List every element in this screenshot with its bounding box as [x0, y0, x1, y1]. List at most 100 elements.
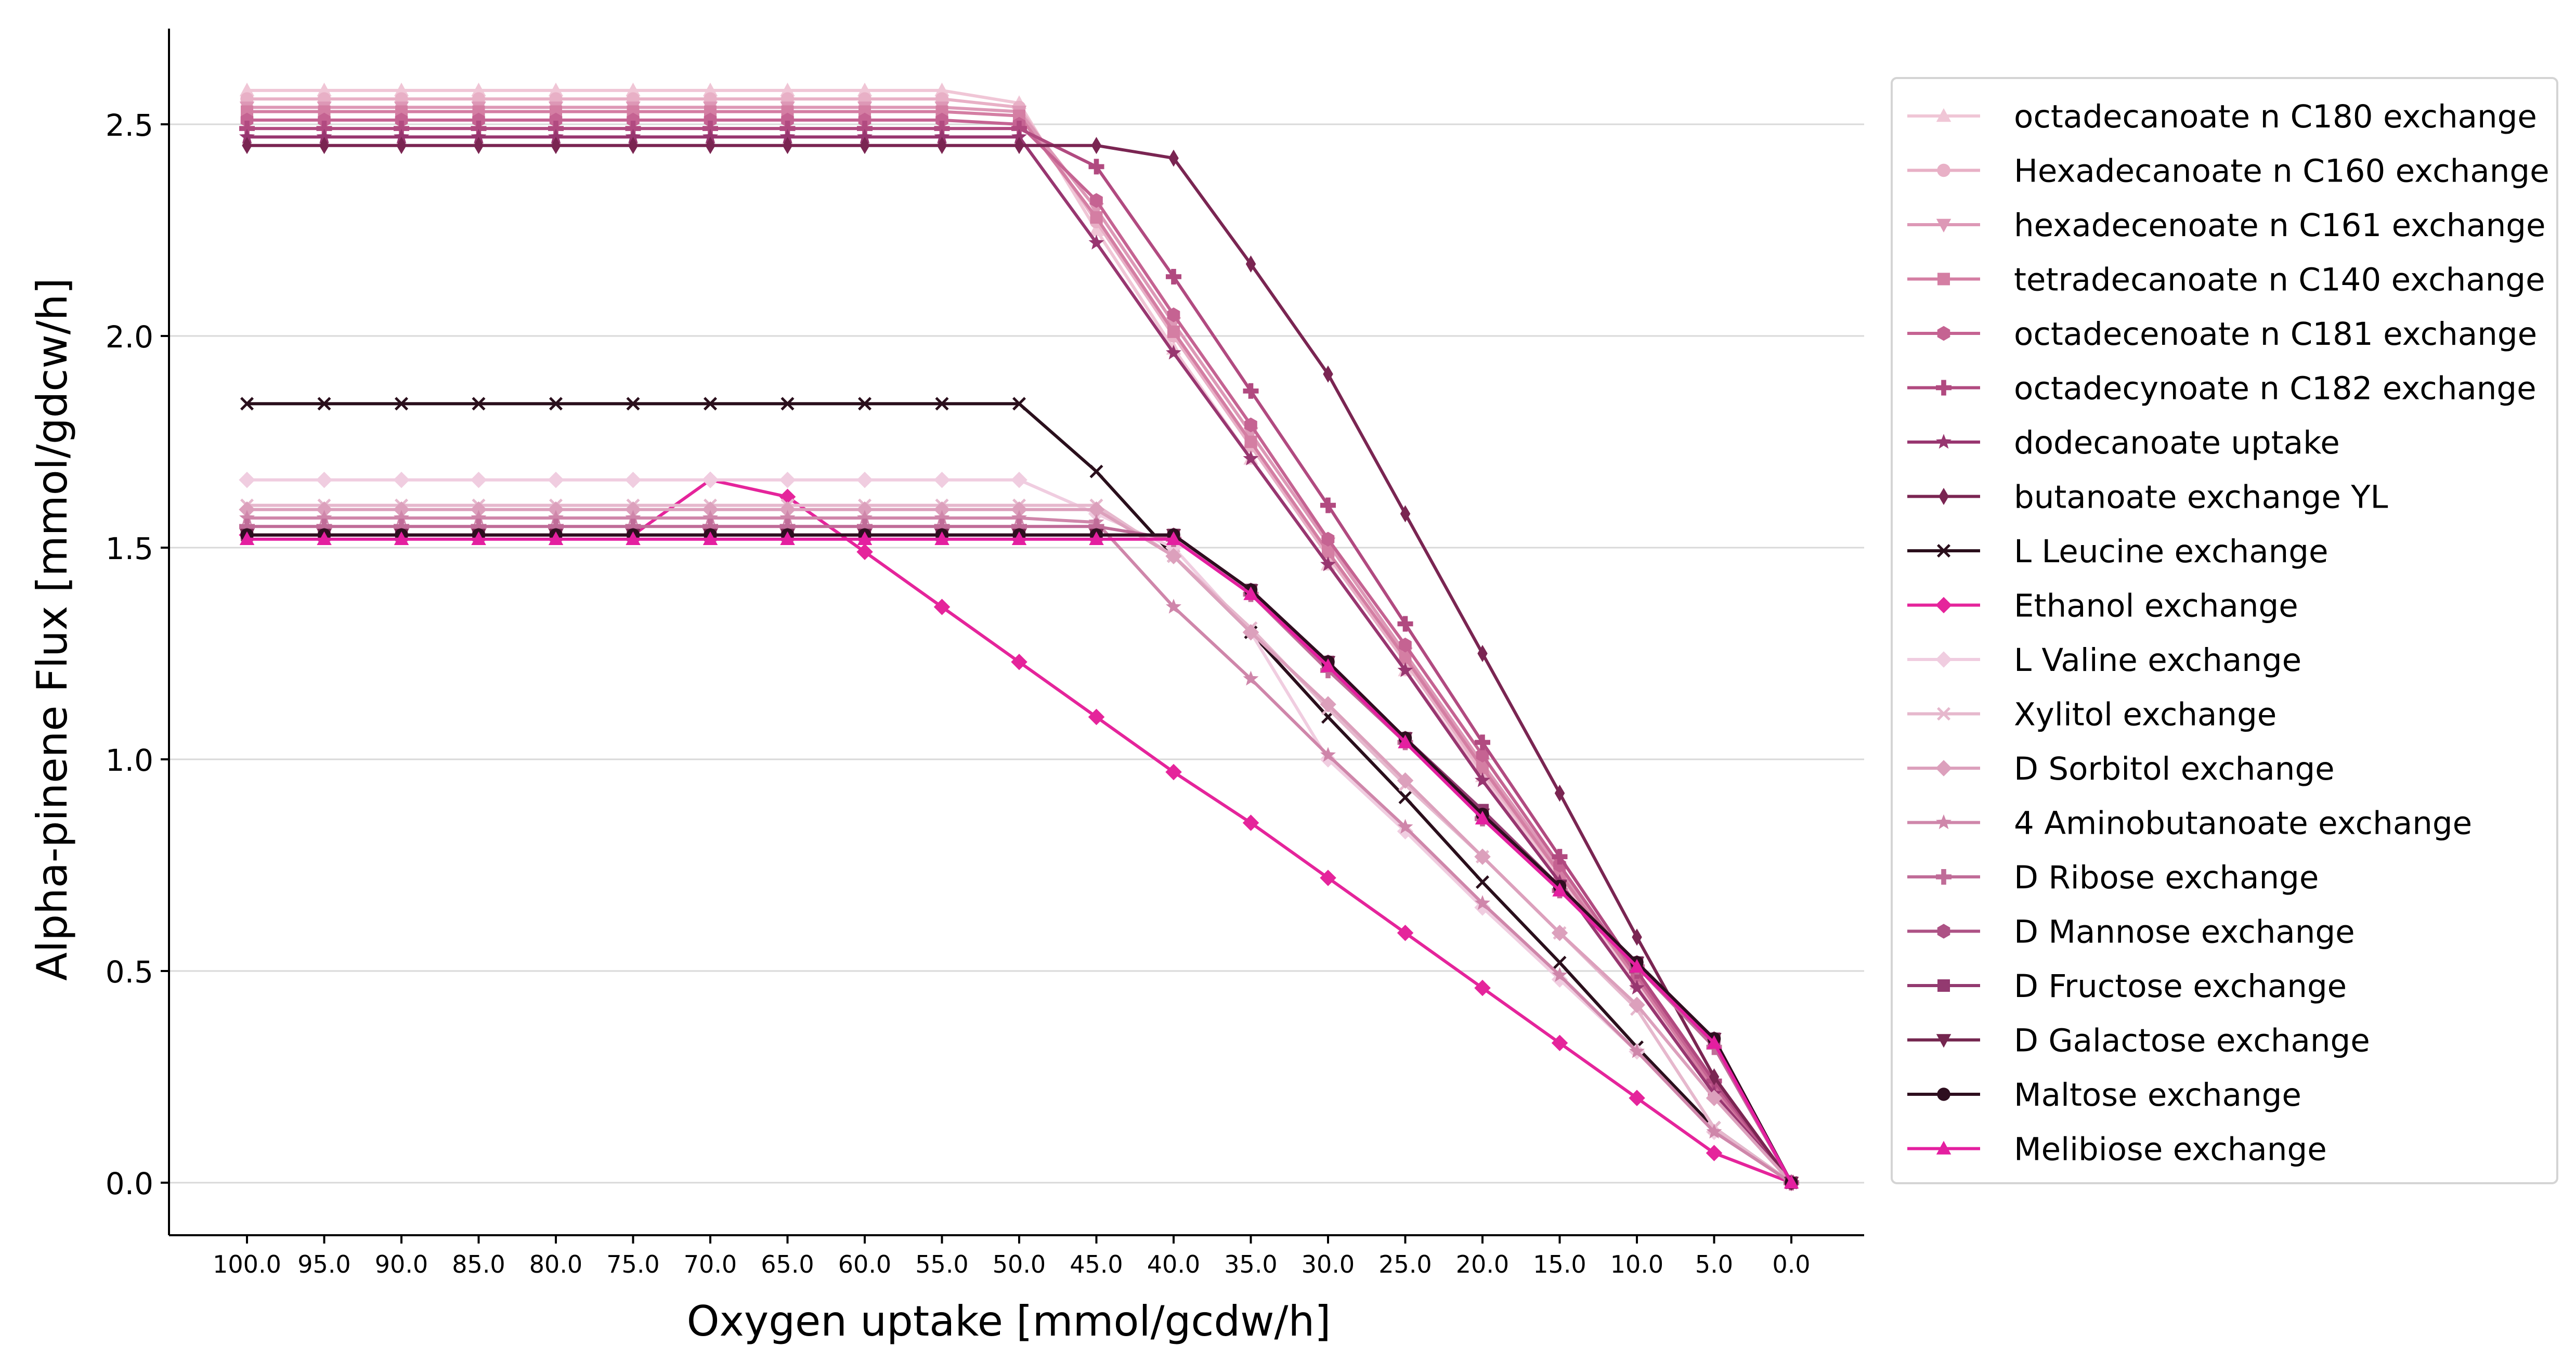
data-point: [394, 82, 409, 97]
data-point: [393, 472, 410, 488]
legend-label: octadecenoate n C181 exchange: [2014, 316, 2537, 353]
legend-marker: [1936, 869, 1951, 885]
data-point: [625, 121, 641, 137]
x-tick-label: 15.0: [1533, 1250, 1586, 1278]
x-tick-label: 45.0: [1070, 1250, 1123, 1278]
legend-marker: [1937, 979, 1950, 992]
data-point: [1552, 849, 1568, 865]
data-point: [857, 531, 873, 545]
series-4: [241, 105, 1798, 1189]
data-point: [1320, 870, 1336, 886]
legend-item: octadecenoate n C181 exchange: [1907, 316, 2537, 353]
x-tick-label: 75.0: [606, 1250, 659, 1278]
data-point: [1011, 128, 1027, 144]
data-point: [471, 531, 486, 545]
legend-label: D Mannose exchange: [2014, 914, 2355, 951]
data-point: [1397, 772, 1414, 789]
series-line: [247, 110, 1793, 1184]
data-point: [1321, 532, 1335, 547]
legend: octadecanoate n C180 exchange Hexadecanoa…: [1891, 77, 2558, 1184]
data-point: [1165, 763, 1182, 781]
series-1: [239, 82, 1799, 1189]
legend-item: D Sorbitol exchange: [1907, 750, 2335, 787]
data-point: [1551, 1034, 1568, 1052]
data-point: [1088, 159, 1104, 175]
data-point: [239, 472, 255, 488]
data-point: [242, 137, 252, 154]
data-point: [240, 397, 254, 411]
data-point: [625, 519, 641, 535]
data-point: [782, 137, 793, 154]
data-point: [934, 128, 950, 144]
data-point: [316, 501, 333, 518]
data-point: [625, 128, 641, 144]
data-point: [703, 397, 718, 411]
legend-label: dodecanoate uptake: [2014, 424, 2340, 461]
data-point: [394, 397, 409, 411]
data-point: [1397, 819, 1413, 834]
data-point: [396, 137, 407, 154]
data-point: [1320, 658, 1336, 672]
data-point: [1011, 519, 1027, 535]
x-tick-label: 70.0: [684, 1250, 737, 1278]
y-tick-label: 2.0: [106, 319, 153, 355]
data-point: [779, 472, 796, 488]
data-point: [473, 137, 484, 154]
data-point: [471, 519, 487, 535]
data-point: [548, 519, 564, 535]
legend-marker: [1936, 814, 1951, 830]
data-point: [1089, 464, 1103, 478]
data-point: [1400, 505, 1411, 523]
data-point: [1091, 137, 1102, 154]
legend-marker: [1936, 1141, 1951, 1155]
series-3: [239, 101, 1799, 1190]
legend-item: octadecynoate n C182 exchange: [1907, 370, 2536, 407]
series-line: [247, 478, 1792, 1184]
data-point: [1706, 1090, 1723, 1106]
data-point: [857, 519, 873, 535]
data-point: [857, 121, 873, 137]
series-line: [247, 88, 1793, 1184]
series-line: [247, 478, 1792, 1184]
data-point: [1323, 365, 1333, 383]
x-tick-label: 35.0: [1224, 1250, 1277, 1278]
data-point: [1166, 344, 1181, 360]
data-point: [857, 510, 873, 525]
series-10: [239, 472, 1800, 1191]
legend-label: D Galactose exchange: [2014, 1022, 2370, 1059]
legend-label: D Sorbitol exchange: [2014, 750, 2335, 787]
data-point: [934, 519, 950, 535]
series-line: [247, 97, 1793, 1184]
legend-label: L Leucine exchange: [2014, 533, 2328, 570]
data-point: [1244, 417, 1257, 433]
legend-item: L Leucine exchange: [1907, 533, 2328, 570]
data-point: [1398, 734, 1413, 748]
legend-marker: [1937, 1088, 1950, 1101]
data-point: [1629, 1043, 1645, 1058]
data-point: [1011, 472, 1027, 488]
data-point: [1629, 996, 1645, 1013]
series-8: [242, 137, 1797, 1192]
data-point: [780, 82, 795, 97]
legend-marker: [1936, 218, 1951, 232]
data-point: [471, 82, 486, 97]
legend-item: D Fructose exchange: [1907, 968, 2347, 1005]
legend-label: 4 Aminobutanoate exchange: [2014, 805, 2472, 842]
data-point: [705, 137, 715, 154]
legend-label: Melibiose exchange: [2014, 1131, 2327, 1168]
data-point: [626, 531, 641, 545]
legend-marker: [1936, 434, 1951, 449]
series-12: [240, 498, 1799, 1190]
legend-marker: [1935, 651, 1952, 668]
data-point: [935, 397, 949, 411]
data-point: [317, 82, 332, 97]
data-point: [1011, 121, 1027, 137]
legend-marker: [1937, 326, 1950, 341]
data-point: [1629, 979, 1645, 995]
data-point: [702, 531, 718, 545]
data-point: [933, 501, 951, 518]
data-point: [548, 121, 564, 137]
data-point: [394, 510, 409, 525]
data-point: [1709, 1068, 1720, 1085]
data-point: [857, 82, 873, 97]
